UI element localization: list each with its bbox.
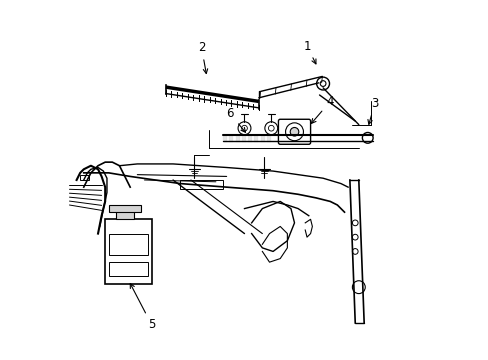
Text: 1: 1	[303, 40, 315, 64]
Circle shape	[290, 127, 298, 136]
Bar	[180, 180, 223, 189]
FancyBboxPatch shape	[278, 119, 310, 144]
Bar	[116, 210, 134, 219]
Bar	[108, 262, 148, 276]
Bar	[108, 234, 148, 255]
Text: 6: 6	[226, 107, 245, 132]
Text: 2: 2	[198, 41, 207, 73]
Bar	[105, 219, 151, 284]
Text: 3: 3	[367, 97, 378, 124]
Text: 4: 4	[311, 95, 333, 123]
Bar	[108, 205, 141, 212]
Bar	[80, 175, 89, 180]
Text: 5: 5	[130, 284, 155, 331]
